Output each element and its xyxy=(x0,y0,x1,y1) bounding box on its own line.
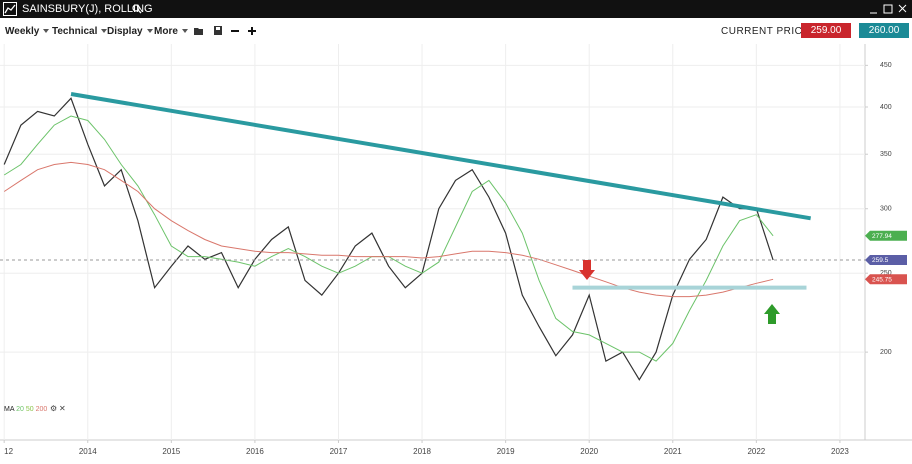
price-tag xyxy=(865,274,907,285)
x-tick-label: 2016 xyxy=(246,447,264,456)
search-icon[interactable] xyxy=(132,4,142,14)
legend-close[interactable]: ✕ xyxy=(59,404,66,413)
legend-entry: 20 xyxy=(16,406,24,413)
legend-entry: 200 xyxy=(36,406,48,413)
menu-label: Weekly xyxy=(5,26,40,37)
x-tick-label: 2014 xyxy=(79,447,97,456)
menu-label: More xyxy=(154,26,178,37)
price-tag xyxy=(865,230,907,241)
x-tick-label: 2018 xyxy=(413,447,431,456)
menu-display[interactable]: Display xyxy=(107,26,153,37)
up-arrow xyxy=(764,304,780,324)
chart: 450 400 350 300 250 200 12 2014 2015 2016 2017 2018… xyxy=(0,44,912,464)
legend-entry: 50 xyxy=(26,406,34,413)
y-tick-label: 300 xyxy=(880,206,892,213)
menu-label: Display xyxy=(107,26,143,37)
down-arrow xyxy=(579,260,595,280)
x-tick-label: 2017 xyxy=(330,447,348,456)
trend-line xyxy=(70,92,812,221)
x-tick-label: 2022 xyxy=(747,447,765,456)
menu-more[interactable]: More xyxy=(154,26,188,37)
menu-technical[interactable]: Technical xyxy=(52,26,108,37)
instrument-title: SAINSBURY(J), ROLLING xyxy=(22,3,153,15)
logo xyxy=(3,2,17,16)
x-tick-label: 2021 xyxy=(664,447,682,456)
x-tick-label: 2023 xyxy=(831,447,849,456)
y-tick-label: 350 xyxy=(880,151,892,158)
price-tag-label: 245.75 xyxy=(872,276,892,283)
x-tick-label: 12 xyxy=(4,447,13,456)
y-tick-label: 450 xyxy=(880,62,892,69)
price-tag-label: 277.94 xyxy=(872,233,892,240)
y-tick-label: 400 xyxy=(880,104,892,111)
x-tick-label: 2019 xyxy=(497,447,515,456)
window-icons[interactable] xyxy=(868,3,908,15)
legend-settings[interactable]: ⚙ xyxy=(50,404,57,413)
buy-price[interactable]: 260.00 xyxy=(859,23,909,38)
y-tick-label: 200 xyxy=(880,349,892,356)
current-price-label: CURRENT PRICE: xyxy=(721,26,813,37)
x-tick-label: 2015 xyxy=(162,447,180,456)
ma-legend: MA 20 50 200 xyxy=(4,406,47,413)
price-tag xyxy=(865,255,907,266)
ma-label: MA xyxy=(4,406,15,413)
title-bar: SAINSBURY(J), ROLLING xyxy=(0,0,912,18)
ma-line xyxy=(3,161,774,298)
price-tag-label: 259.5 xyxy=(872,257,889,264)
toolbar-icons[interactable] xyxy=(193,25,263,37)
y-tick-label: 250 xyxy=(880,270,892,277)
menu-weekly[interactable]: Weekly xyxy=(5,26,50,37)
plot-layer: 450 400 350 300 250 200 12 2014 2015 2016 2017 2018… xyxy=(0,44,907,456)
menu-label: Technical xyxy=(52,26,98,37)
toolbar: Weekly Technical Display More CURRENT PR… xyxy=(0,18,912,45)
price-line xyxy=(3,97,774,381)
x-tick-label: 2020 xyxy=(580,447,598,456)
sell-price[interactable]: 259.00 xyxy=(801,23,851,38)
